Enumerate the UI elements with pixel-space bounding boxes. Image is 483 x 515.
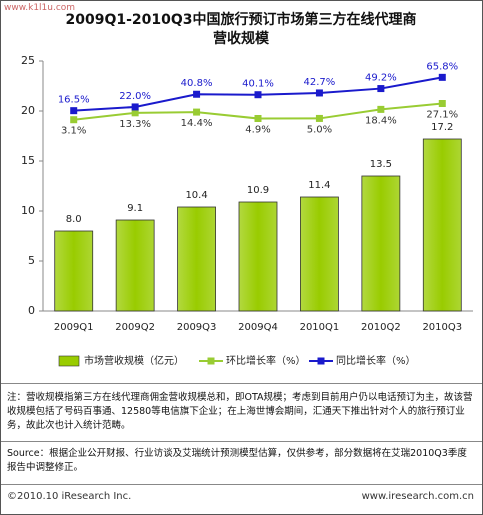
data-label: 14.4% xyxy=(181,118,213,129)
marker xyxy=(315,114,323,122)
x-tick-label: 2009Q2 xyxy=(115,322,155,333)
bar xyxy=(361,175,401,312)
data-label: 10.9 xyxy=(247,185,269,196)
data-label: 22.0% xyxy=(119,91,151,102)
data-label: 5.0% xyxy=(307,124,332,135)
marker xyxy=(131,103,139,111)
legend-label: 环比增长率（%） xyxy=(226,354,306,367)
legend-label: 同比增长率（%） xyxy=(336,354,416,367)
marker xyxy=(254,91,262,99)
chart-title: 2009Q1-2010Q3中国旅行预订市场第三方在线代理商营收规模 xyxy=(65,12,417,47)
separator xyxy=(1,441,482,442)
legend-swatch xyxy=(317,357,325,365)
y-tick-label: 20 xyxy=(21,104,35,117)
source: Source：根据企业公开财报、行业访谈及艾瑞统计预测模型估算，仅供参考，部分数… xyxy=(7,448,467,473)
marker xyxy=(377,105,385,113)
data-label: 18.4% xyxy=(365,115,397,126)
data-label: 10.4 xyxy=(185,190,207,201)
data-label: 27.1% xyxy=(426,110,458,121)
marker xyxy=(70,116,78,124)
data-label: 8.0 xyxy=(66,214,82,225)
data-label: 11.4 xyxy=(308,180,330,191)
bar xyxy=(422,138,462,312)
data-label: 13.5 xyxy=(370,159,392,170)
data-label: 3.1% xyxy=(61,126,86,137)
data-label: 4.9% xyxy=(245,125,270,136)
marker xyxy=(131,109,139,117)
y-tick-label: 15 xyxy=(21,154,35,167)
x-tick-label: 2009Q3 xyxy=(177,322,217,333)
x-tick-label: 2010Q1 xyxy=(300,322,340,333)
data-label: 40.8% xyxy=(181,78,213,89)
data-label: 9.1 xyxy=(127,203,143,214)
chart: 0 5 10 15 20 25 2009Q1 2009Q2 2009Q3 2009Q4 2010Q1… xyxy=(21,54,473,367)
marker xyxy=(254,115,262,122)
data-label: 42.7% xyxy=(304,77,336,88)
legend-swatch xyxy=(58,355,80,367)
bar xyxy=(300,196,339,312)
data-label: 16.5% xyxy=(58,95,90,106)
x-tick-label: 2010Q2 xyxy=(361,322,401,333)
x-tick-label: 2009Q4 xyxy=(238,322,278,333)
marker xyxy=(70,107,78,115)
y-tick-label: 10 xyxy=(21,204,35,217)
note: 注：营收规模指第三方在线代理商佣金营收规模总和，即OTA规模；考虑到目前用户仍以… xyxy=(7,392,473,431)
copyright: ©2010.10 iResearch Inc. xyxy=(7,491,132,502)
data-label: 40.1% xyxy=(242,79,274,90)
x-tick-label: 2009Q1 xyxy=(54,322,94,333)
marker xyxy=(377,85,385,93)
bar xyxy=(238,201,278,312)
bar xyxy=(177,206,216,312)
y-tick-label: 5 xyxy=(28,254,35,267)
data-label: 49.2% xyxy=(365,73,397,84)
marker xyxy=(193,108,201,116)
data-label: 65.8% xyxy=(426,61,458,72)
marker xyxy=(438,100,446,107)
y-tick-label: 0 xyxy=(28,304,35,317)
website: www.iresearch.com.cn xyxy=(361,491,474,502)
legend-label: 市场营收规模（亿元） xyxy=(84,354,184,367)
bar xyxy=(54,230,94,312)
separator xyxy=(1,484,482,485)
marker xyxy=(315,89,323,97)
legend-swatch xyxy=(207,357,215,365)
marker xyxy=(438,73,446,81)
data-label: 13.3% xyxy=(119,119,151,130)
bar xyxy=(115,219,155,312)
y-tick-label: 25 xyxy=(21,54,35,67)
data-label: 17.2 xyxy=(431,122,453,133)
x-tick-label: 2010Q3 xyxy=(422,322,462,333)
separator xyxy=(1,383,482,384)
marker xyxy=(193,90,201,98)
watermark: www.k1l1u.com xyxy=(4,3,76,13)
